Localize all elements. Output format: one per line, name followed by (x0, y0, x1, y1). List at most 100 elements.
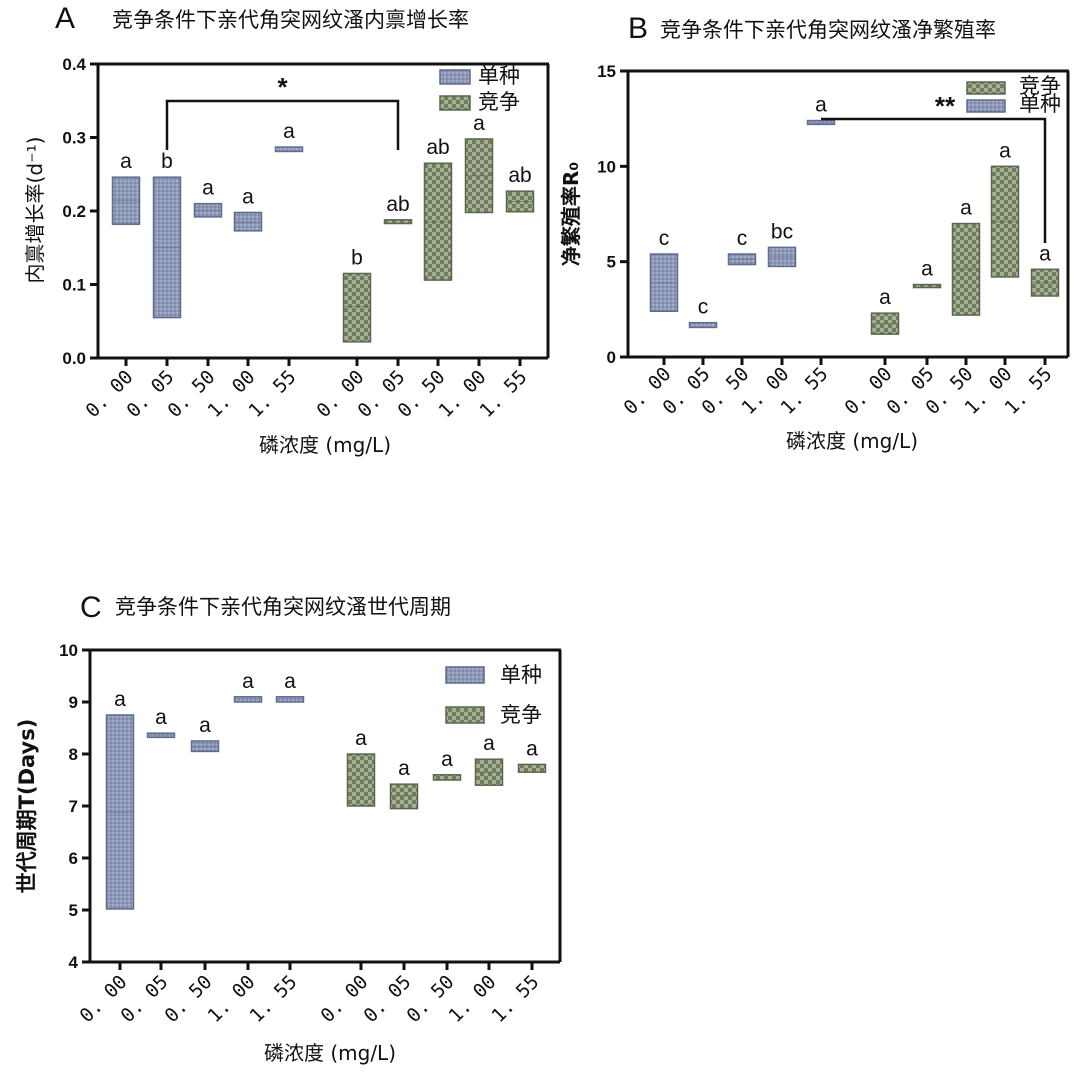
significance-letter: a (483, 732, 495, 755)
y-tick-label: 15 (597, 62, 616, 81)
panel-c-letter: C (80, 591, 102, 624)
bar-competition (912, 283, 942, 289)
bar-competition (432, 774, 462, 781)
significance-letter: bc (771, 220, 793, 243)
significance-letter: a (999, 139, 1011, 162)
significance-bracket (165, 99, 400, 150)
y-tick-label: 0.3 (62, 129, 86, 148)
significance-letter: a (114, 688, 126, 711)
y-tick-label: 4 (69, 953, 79, 972)
panel-a-plot: 0.00.10.20.30.40. 000. 050. 501. 001. 55… (62, 55, 550, 422)
significance-letter: a (815, 94, 827, 117)
significance-letter: a (242, 670, 254, 693)
panel-a-ylabel: 内禀增长率(d⁻¹) (23, 137, 47, 284)
legend-swatch (439, 69, 471, 85)
bar-monoculture (275, 696, 305, 703)
significance-letter: c (698, 296, 709, 319)
significance-bracket (821, 117, 1047, 243)
y-tick-label: 10 (597, 157, 616, 176)
bar-competition (383, 219, 413, 225)
significance-letter: a (398, 757, 410, 780)
x-tick-label: 0. 05 (117, 971, 173, 1027)
significance-letter: a (879, 286, 891, 309)
panel-a-title: 竞争条件下亲代角突网纹溞内禀增长率 (112, 8, 469, 32)
x-tick-label: 1. 55 (476, 366, 532, 422)
y-tick-label: 5 (607, 253, 616, 272)
significance-letter: a (199, 714, 211, 737)
significance-marker: ** (935, 91, 956, 121)
x-tick-label: 1. 00 (204, 971, 260, 1027)
bar-monoculture (233, 696, 263, 703)
significance-letter: a (526, 737, 538, 760)
legend-label: 单种 (500, 663, 542, 687)
panel-c-ylabel: 世代周期T(Days) (15, 719, 39, 894)
significance-letter: a (1039, 242, 1051, 265)
bar-monoculture (806, 119, 836, 126)
y-tick-label: 6 (69, 849, 78, 868)
panel-b-letter: B (628, 12, 648, 45)
y-tick-label: 0.4 (62, 55, 86, 74)
x-tick-label: 1. 00 (445, 971, 501, 1027)
significance-letter: ab (508, 164, 531, 187)
significance-letter: a (921, 258, 933, 281)
legend-swatch (966, 81, 1006, 95)
legend-swatch (445, 706, 485, 724)
significance-letter: a (242, 185, 254, 208)
significance-letter: a (120, 150, 132, 173)
x-tick-label: 0. 00 (317, 971, 373, 1027)
significance-letter: c (659, 227, 670, 250)
panel-c-title: 竞争条件下亲代角突网纹溞世代周期 (115, 595, 451, 619)
y-tick-label: 10 (59, 641, 78, 660)
x-tick-label: 0. 50 (161, 971, 217, 1027)
x-tick-label: 1. 55 (246, 971, 302, 1027)
y-tick-label: 5 (69, 901, 78, 920)
legend-label: 单种 (478, 64, 520, 88)
panel-a: A 竞争条件下亲代角突网纹溞内禀增长率 0.00.10.20.30.40. 00… (23, 2, 550, 457)
significance-letter: ab (426, 136, 449, 159)
x-tick-label: 1. 55 (488, 971, 544, 1027)
x-tick-label: 1. 55 (245, 366, 301, 422)
y-tick-label: 0.0 (62, 349, 86, 368)
panel-a-xlabel: 磷浓度 (mg/L) (259, 433, 391, 457)
bar-competition (342, 272, 372, 343)
significance-letter: ab (386, 193, 409, 216)
y-tick-label: 0.1 (62, 276, 86, 295)
legend-swatch (445, 666, 485, 684)
significance-letter: b (351, 246, 363, 269)
x-tick-label: 0. 50 (403, 971, 459, 1027)
significance-letter: c (737, 227, 748, 250)
x-tick-label: 0. 05 (360, 971, 416, 1027)
significance-letter: b (161, 150, 173, 173)
legend-label: 单种 (1019, 92, 1061, 116)
panel-c-xlabel: 磷浓度 (mg/L) (264, 1041, 396, 1065)
significance-letter: a (473, 112, 485, 135)
y-tick-label: 9 (69, 693, 78, 712)
legend-swatch (966, 99, 1006, 113)
bar-monoculture (146, 732, 176, 739)
significance-letter: a (355, 727, 367, 750)
legend-label: 竞争 (500, 703, 542, 727)
y-tick-label: 0.2 (62, 202, 86, 221)
significance-letter: a (960, 197, 972, 220)
significance-letter: a (202, 177, 214, 200)
legend-label: 竞争 (1019, 74, 1061, 98)
y-tick-label: 0 (607, 348, 616, 367)
significance-marker: * (277, 72, 288, 102)
x-tick-label: 0. 00 (841, 363, 897, 419)
legend-swatch (439, 95, 471, 111)
significance-letter: a (284, 670, 296, 693)
significance-letter: a (283, 120, 295, 143)
panel-b-ylabel: 净繁殖率R₀ (559, 162, 583, 266)
significance-letter: a (155, 706, 167, 729)
y-tick-label: 8 (69, 745, 78, 764)
bar-monoculture (274, 146, 304, 153)
legend-label: 竞争 (478, 90, 520, 114)
panel-b-xlabel: 磷浓度 (mg/L) (786, 429, 918, 453)
bar-competition (517, 763, 547, 773)
panel-a-letter: A (55, 2, 75, 35)
